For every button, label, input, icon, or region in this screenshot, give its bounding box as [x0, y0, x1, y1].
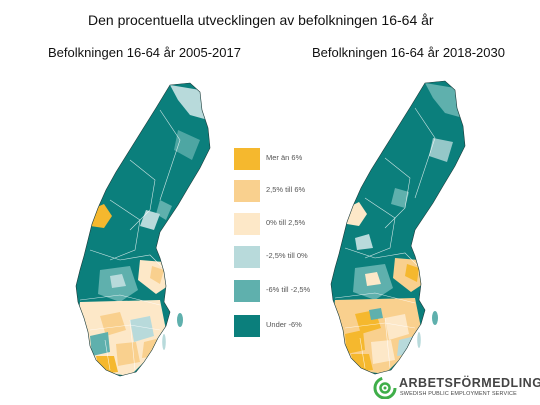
- legend-item: Mer än 6%: [234, 148, 329, 170]
- legend-swatch: [234, 213, 260, 235]
- map-left-label: Befolkningen 16-64 år 2005-2017: [48, 45, 241, 60]
- legend-item: -2,5% till 0%: [234, 246, 329, 268]
- sweden-map-2005-2017: [75, 82, 211, 377]
- sweden-map-2018-2030: [330, 80, 466, 375]
- logo-mark-icon: [373, 376, 397, 399]
- page-title: Den procentuella utvecklingen av befolkn…: [88, 12, 434, 28]
- legend-label: 2,5% till 6%: [266, 185, 306, 194]
- legend-item: 2,5% till 6%: [234, 180, 329, 202]
- legend-label: Mer än 6%: [266, 153, 303, 162]
- legend-label: -2,5% till 0%: [266, 251, 308, 260]
- legend-label: -6% till -2,5%: [266, 285, 311, 294]
- map-right-label: Befolkningen 16-64 år 2018-2030: [312, 45, 505, 60]
- legend-item: Under -6%: [234, 315, 329, 337]
- legend-label: Under -6%: [266, 320, 302, 329]
- legend-label: 0% till 2,5%: [266, 218, 306, 227]
- legend-item: 0% till 2,5%: [234, 213, 329, 235]
- legend-swatch: [234, 246, 260, 268]
- logo-tagline: SWEDISH PUBLIC EMPLOYMENT SERVICE: [400, 391, 517, 397]
- legend-swatch: [234, 280, 260, 302]
- legend-swatch: [234, 315, 260, 337]
- arbetsformedlingen-logo: ARBETSFÖRMEDLINGEN SWEDISH PUBLIC EMPLOY…: [373, 373, 540, 403]
- logo-name: ARBETSFÖRMEDLINGEN: [399, 376, 540, 390]
- legend-item: -6% till -2,5%: [234, 280, 329, 302]
- legend-swatch: [234, 180, 260, 202]
- legend-swatch: [234, 148, 260, 170]
